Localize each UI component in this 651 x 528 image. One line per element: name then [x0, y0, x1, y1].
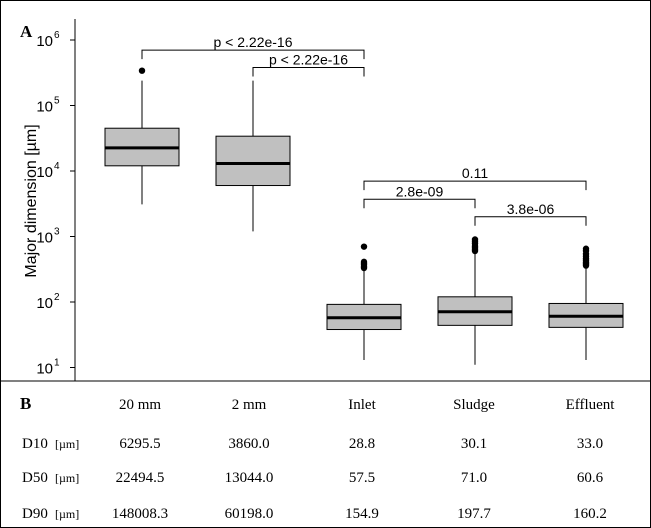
y-tick-exponent: 1 [54, 358, 60, 369]
comparison-bracket: p < 2.22e-16 [252, 52, 365, 77]
table-cell: 197.7 [457, 506, 491, 522]
data-table: 20 mm 2 mm Inlet Sludge Effluent D10 [µm] 6295.… [22, 397, 615, 522]
table-header-cell: 2 mm [232, 397, 267, 413]
y-tick-label: 10 [36, 230, 53, 247]
panel-b-label: B [20, 394, 31, 413]
bracket-line [363, 180, 587, 191]
comparison-label: 0.11 [462, 165, 488, 181]
y-tick-label: 10 [36, 164, 53, 181]
table-row-unit: [µm] [55, 437, 79, 451]
table-cell: 6295.5 [119, 436, 160, 452]
comparison-label: 2.8e-09 [396, 183, 444, 199]
y-tick-exponent: 2 [54, 292, 60, 303]
bracket-line [252, 67, 365, 77]
table-header-cell: Inlet [348, 397, 376, 413]
table-header-cell: Effluent [566, 397, 616, 413]
table-row-label: D50 [22, 470, 48, 486]
table-header-cell: Sludge [453, 397, 495, 413]
table-row: D10 [µm] 6295.5 3860.0 28.8 30.1 33.0 [22, 436, 603, 452]
table-cell: 148008.3 [112, 506, 168, 522]
bracket-line [474, 216, 587, 226]
y-tick-label: 10 [36, 99, 53, 116]
box-4 [437, 236, 513, 365]
bracket-line [141, 49, 365, 60]
comparison-label: p < 2.22e-16 [269, 52, 348, 68]
table-cell: 3860.0 [228, 436, 269, 452]
table-cell: 33.0 [577, 436, 603, 452]
table-cell: 154.9 [345, 506, 379, 522]
table-cell: 160.2 [573, 506, 607, 522]
table-cell: 28.8 [349, 436, 375, 452]
outlier-point [138, 67, 146, 74]
outlier-point [360, 243, 368, 250]
table-cell: 22494.5 [116, 470, 165, 486]
outlier-point [360, 258, 368, 266]
bracket-line [363, 198, 476, 209]
table-cell: 13044.0 [225, 470, 274, 486]
comparison-bracket: 2.8e-09 [363, 183, 476, 209]
table-cell: 60.6 [577, 470, 604, 486]
y-tick-exponent: 6 [54, 30, 60, 41]
table-row-unit: [µm] [55, 507, 79, 521]
comparison-bracket: 0.11 [363, 165, 587, 191]
y-tick-exponent: 5 [54, 96, 60, 107]
y-tick-label: 10 [36, 33, 53, 50]
table-row-label: D10 [22, 436, 48, 452]
comparison-bracket: p < 2.22e-16 [141, 34, 365, 60]
y-tick-label: 10 [36, 361, 53, 378]
box-3 [326, 243, 402, 361]
box-1 [104, 67, 180, 205]
y-tick-exponent: 4 [54, 161, 60, 172]
table-cell: 30.1 [461, 436, 487, 452]
comparison-label: 3.8e-06 [507, 201, 555, 217]
table-cell: 71.0 [461, 470, 487, 486]
box-2 [215, 80, 291, 232]
box-iqr [215, 135, 291, 187]
table-row: D50 [µm] 22494.5 13044.0 57.5 71.0 60.6 [22, 470, 604, 486]
y-axis-label: Major dimension [µm] [23, 124, 40, 277]
table-row: D90 [µm] 148008.3 60198.0 154.9 197.7 160.2 [22, 506, 607, 522]
y-tick-exponent: 3 [54, 227, 60, 238]
comparison-bracket: 3.8e-06 [474, 201, 587, 226]
table-cell: 57.5 [349, 470, 375, 486]
panel-a-label: A [20, 22, 33, 41]
y-tick-label: 10 [36, 295, 53, 312]
outlier-point [471, 236, 479, 243]
table-header-cell: 20 mm [119, 397, 161, 413]
outlier-point [582, 245, 590, 252]
table-row-unit: [µm] [55, 471, 79, 485]
table-cell: 60198.0 [225, 506, 274, 522]
comparison-label: p < 2.22e-16 [213, 34, 292, 50]
table-row-label: D90 [22, 506, 48, 522]
box-5 [548, 245, 624, 361]
